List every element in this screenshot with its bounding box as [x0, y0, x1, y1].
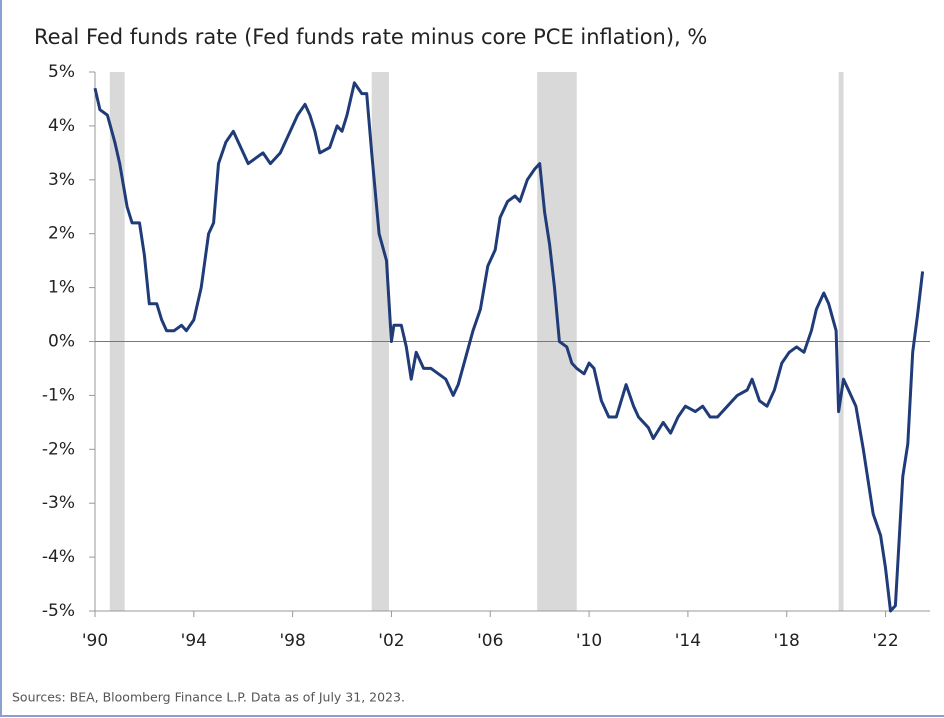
x-tick-label: '02 — [378, 631, 404, 651]
y-tick-label: -5% — [42, 601, 75, 621]
y-tick-label: -3% — [42, 493, 75, 513]
x-tick-label: '10 — [576, 631, 602, 651]
x-tick-label: '94 — [181, 631, 207, 651]
x-tick-label: '98 — [279, 631, 305, 651]
x-tick-label: '06 — [477, 631, 503, 651]
y-tick-label: -2% — [42, 439, 75, 459]
y-tick-label: 0% — [48, 332, 75, 352]
x-tick-label: '90 — [82, 631, 108, 651]
y-tick-label: -4% — [42, 547, 75, 567]
y-tick-label: 3% — [48, 170, 75, 190]
source-note: Sources: BEA, Bloomberg Finance L.P. Dat… — [12, 690, 405, 705]
series-line — [93, 81, 925, 613]
x-tick-label: '14 — [675, 631, 701, 651]
y-tick-label: 5% — [48, 62, 75, 82]
y-tick-label: 4% — [48, 116, 75, 136]
x-tick-label: '18 — [774, 631, 800, 651]
x-tick-label: '22 — [872, 631, 898, 651]
chart-title: Real Fed funds rate (Fed funds rate minu… — [34, 25, 707, 49]
y-tick-label: -1% — [42, 385, 75, 405]
y-tick-label: 2% — [48, 224, 75, 244]
y-tick-label: 1% — [48, 278, 75, 298]
